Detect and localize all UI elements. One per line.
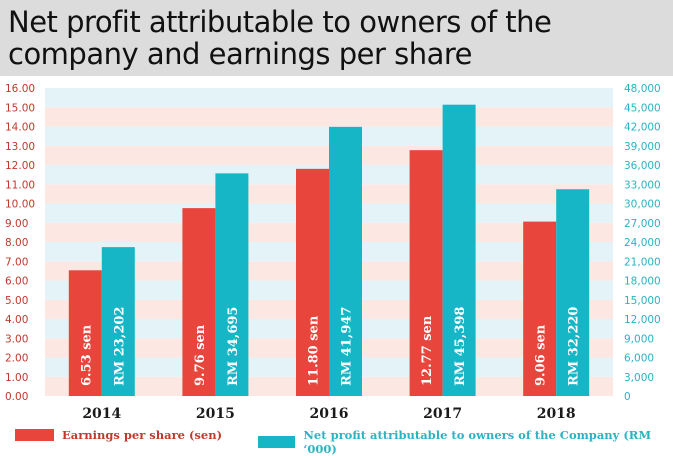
y-right-tick-label: 18,000: [624, 276, 661, 288]
net-profit-data-label: RM 41,947: [340, 307, 355, 386]
y-left-tick-label: 6.00: [5, 276, 28, 288]
legend-item-net-profit: Net profit attributable to owners of the…: [258, 428, 673, 456]
y-right-tick-label: 27,000: [624, 218, 661, 230]
net-profit-data-label: RM 34,695: [226, 307, 241, 386]
y-right-tick-label: 21,000: [624, 256, 661, 268]
y-left-tick-label: 4.00: [5, 314, 28, 326]
y-left-tick-label: 3.00: [5, 333, 28, 345]
legend-label-eps: Earnings per share (sen): [62, 428, 223, 442]
x-category-label: 2018: [537, 406, 576, 422]
y-left-tick-label: 14.00: [5, 122, 35, 134]
y-right-tick-label: 24,000: [624, 237, 661, 249]
y-right-tick-label: 48,000: [624, 83, 661, 95]
eps-data-label: 12.77 sen: [420, 315, 435, 386]
y-right-tick-label: 39,000: [624, 141, 661, 153]
y-right-tick-label: 30,000: [624, 199, 661, 211]
eps-data-label: 11.80 sen: [307, 315, 322, 386]
x-category-label: 2016: [310, 406, 349, 422]
chart-title: Net profit attributable to owners of the…: [8, 5, 552, 71]
y-left-tick-label: 1.00: [5, 372, 28, 384]
legend: Earnings per share (sen) Net profit attr…: [0, 422, 673, 456]
eps-bar: [409, 150, 443, 396]
y-right-tick-label: 45,000: [624, 102, 661, 114]
y-left-tick-label: 0.00: [5, 391, 28, 403]
grid-band: [45, 107, 613, 127]
y-left-tick-label: 5.00: [5, 295, 28, 307]
y-right-tick-label: 9,000: [624, 333, 654, 345]
eps-bar: [182, 208, 216, 396]
net-profit-bar: [329, 126, 362, 396]
legend-swatch-net-profit: [258, 436, 296, 448]
net-profit-bar: [556, 189, 590, 396]
bar-chart: 0.00 1.00 2.00 3.00 4.00 5.00 6.00 7.00 8.00 9.00…: [5, 83, 661, 422]
eps-data-label: 9.06 sen: [534, 324, 549, 386]
net-profit-data-label: RM 23,202: [112, 307, 127, 386]
y-right-tick-label: 33,000: [624, 179, 661, 191]
y-right-tick-label: 42,000: [624, 122, 661, 134]
grid-band: [45, 88, 613, 108]
net-profit-bar: [442, 104, 476, 396]
y-left-tick-label: 13.00: [5, 141, 35, 153]
eps-bar: [296, 168, 329, 396]
y-right-tick-label: 15,000: [624, 295, 661, 307]
y-left-tick-label: 8.00: [5, 237, 28, 249]
net-profit-bar: [101, 247, 135, 396]
net-profit-data-label: RM 32,220: [567, 307, 582, 386]
y-left-tick-label: 2.00: [5, 353, 28, 365]
eps-bar: [68, 270, 102, 396]
y-right-tick-label: 6,000: [624, 353, 654, 365]
y-left-tick-label: 15.00: [5, 102, 35, 114]
y-left-tick-label: 9.00: [5, 218, 28, 230]
eps-data-label: 9.76 sen: [193, 324, 208, 386]
y-left-tick-label: 12.00: [5, 160, 35, 172]
y-right-tick-label: 12,000: [624, 314, 661, 326]
y-left-tick-label: 10.00: [5, 199, 35, 211]
net-profit-bar: [215, 173, 249, 396]
title-band: [0, 0, 673, 76]
y-left-tick-label: 11.00: [5, 179, 35, 191]
x-category-label: 2014: [82, 406, 121, 422]
x-category-label: 2015: [196, 406, 235, 422]
y-left-tick-label: 7.00: [5, 256, 28, 268]
x-category-label: 2017: [423, 406, 462, 422]
legend-item-eps: Earnings per share (sen): [15, 428, 222, 442]
net-profit-data-label: RM 45,398: [453, 307, 468, 386]
y-right-tick-label: 3,000: [624, 372, 654, 384]
y-right-tick-label: 0: [624, 391, 631, 403]
eps-data-label: 6.53 sen: [79, 324, 94, 386]
y-left-tick-label: 16.00: [5, 83, 35, 95]
eps-bar: [523, 221, 557, 396]
y-right-tick-label: 36,000: [624, 160, 661, 172]
legend-swatch-eps: [15, 429, 54, 441]
legend-label-net-profit: Net profit attributable to owners of the…: [303, 428, 652, 456]
